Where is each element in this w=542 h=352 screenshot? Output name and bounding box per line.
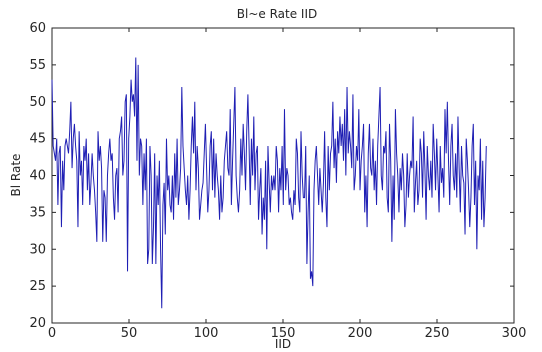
y-tick-label: 45: [29, 132, 46, 147]
y-tick-label: 35: [29, 205, 46, 220]
x-tick-label: 0: [48, 326, 56, 341]
x-axis-label: IID: [275, 337, 291, 351]
y-tick-label: 20: [29, 316, 46, 331]
chart-title: Bl~e Rate IID: [237, 7, 317, 21]
y-tick-label: 40: [29, 169, 46, 184]
x-tick-label: 150: [271, 326, 296, 341]
x-axis-ticks: 0 50 100 150 200 250 300: [48, 28, 527, 341]
y-tick-label: 55: [29, 58, 46, 73]
series-line: [51, 57, 487, 309]
y-tick-label: 25: [29, 279, 46, 294]
y-tick-label: 60: [29, 21, 46, 36]
x-tick-label: 250: [425, 326, 450, 341]
y-tick-label: 30: [29, 242, 46, 257]
x-tick-label: 100: [194, 326, 219, 341]
series-layer: [51, 57, 487, 309]
x-tick-label: 200: [348, 326, 373, 341]
y-axis-label: Bl Rate: [9, 154, 23, 197]
y-axis-ticks: 20 25 30 35 40 45 50 55 60: [29, 21, 514, 331]
y-tick-label: 50: [29, 95, 46, 110]
x-tick-label: 300: [502, 326, 527, 341]
x-tick-label: 50: [121, 326, 138, 341]
